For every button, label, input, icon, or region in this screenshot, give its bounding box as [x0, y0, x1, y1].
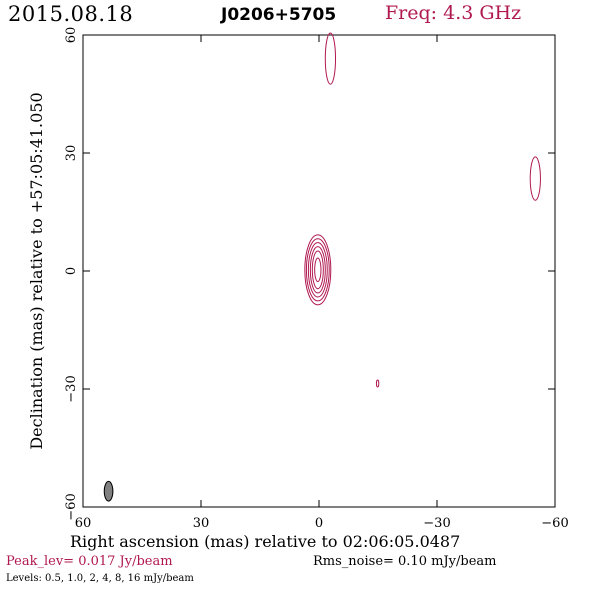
x-tick-label: 0 — [315, 516, 323, 531]
y-tick-label: 60 — [64, 27, 79, 44]
plot-frame — [82, 34, 556, 508]
contour-component-0 — [304, 234, 332, 306]
source-name: J0206+5705 — [221, 5, 337, 25]
contour-level — [375, 379, 380, 388]
contour-level — [324, 32, 337, 85]
peak-level: Peak_lev= 0.017 Jy/beam — [6, 554, 173, 569]
tick-labels: 60 30 0 −30 −60 −60 −30 0 30 60 — [64, 27, 569, 531]
beam-group — [103, 480, 114, 502]
contour-level — [305, 238, 330, 302]
x-tick-label: 60 — [75, 516, 92, 531]
contour-component-3 — [375, 379, 380, 388]
contour-level — [529, 156, 541, 201]
x-tick-label: −30 — [423, 516, 450, 531]
rms-noise: Rms_noise= 0.10 mJy/beam — [313, 554, 497, 569]
contour-component-1 — [324, 32, 337, 85]
contour-component-2 — [529, 156, 541, 201]
y-tick-label: −60 — [64, 493, 79, 520]
x-axis-label: Right ascension (mas) relative to 02:06:… — [70, 532, 461, 551]
observation-date: 2015.08.18 — [8, 2, 134, 26]
y-tick-label: −30 — [64, 375, 79, 402]
beam-ellipse — [103, 480, 114, 502]
axis-ticks — [82, 34, 556, 508]
y-tick-label: 30 — [64, 145, 79, 162]
contour-components — [304, 32, 541, 388]
x-tick-label: 30 — [193, 516, 210, 531]
contour-level — [314, 257, 322, 283]
y-axis-label: Declination (mas) relative to +57:05:41.… — [27, 92, 46, 449]
contour-level — [309, 246, 326, 294]
contour-level — [307, 242, 328, 298]
frequency-label: Freq: 4.3 GHz — [385, 2, 522, 24]
contour-level — [304, 234, 332, 306]
contour-level — [311, 250, 324, 290]
y-tick-label: 0 — [64, 267, 79, 275]
contour-levels: Levels: 0.5, 1.0, 2, 4, 8, 16 mJy/beam — [6, 573, 194, 584]
x-tick-label: −60 — [541, 516, 568, 531]
